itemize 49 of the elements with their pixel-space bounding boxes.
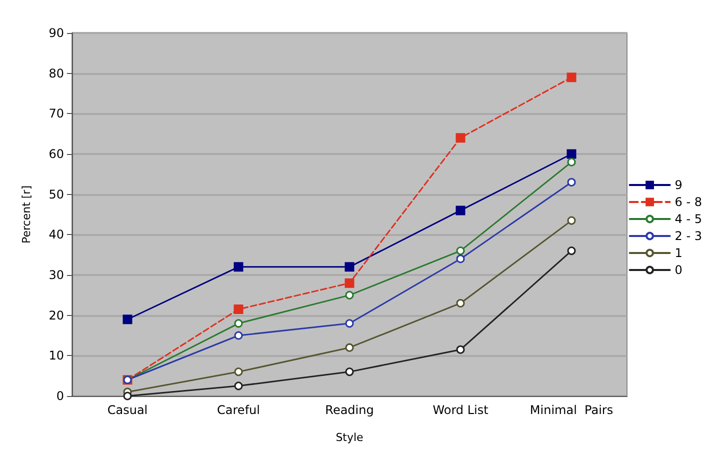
point	[345, 319, 354, 328]
point	[456, 206, 466, 216]
point	[567, 216, 576, 225]
y-tick-label: 10	[48, 348, 64, 363]
point	[234, 368, 243, 376]
legend-label: 9	[674, 178, 682, 192]
point	[345, 368, 354, 376]
point	[566, 149, 576, 159]
legend-label: 0	[674, 263, 682, 277]
point	[567, 246, 576, 256]
x-tick-label: Minimal Pairs	[530, 403, 614, 417]
legend-label: 2 - 3	[674, 229, 702, 243]
y-tick-label: 60	[48, 147, 64, 161]
point	[456, 254, 465, 264]
y-tick-label: 20	[48, 308, 64, 322]
point	[345, 290, 354, 300]
point	[123, 392, 132, 400]
y-tick-label: 90	[48, 26, 64, 40]
x-tick-label: Word List	[432, 403, 489, 417]
y-axis-title: Percent [r]	[20, 186, 33, 244]
legend-label: 4 - 5	[674, 212, 702, 226]
point	[456, 133, 466, 143]
legend-label: 6 - 8	[674, 195, 702, 209]
point	[456, 345, 465, 354]
point	[567, 178, 576, 186]
y-tick-label: 70	[48, 106, 64, 121]
x-tick-label: Reading	[325, 403, 374, 417]
x-tick-label: Casual	[107, 403, 148, 417]
y-tick-label: 50	[48, 187, 64, 202]
point	[234, 262, 244, 272]
y-tick-label: 80	[48, 66, 64, 80]
point	[234, 331, 243, 340]
point	[234, 304, 244, 314]
point	[567, 158, 576, 166]
point	[566, 72, 576, 82]
y-tick-label: 30	[48, 268, 64, 282]
point	[345, 343, 354, 352]
point	[344, 278, 354, 288]
x-tick-label: Careful	[217, 403, 260, 417]
point	[456, 246, 465, 256]
legend-label: 1	[674, 246, 682, 260]
point	[234, 382, 243, 390]
point	[234, 319, 243, 328]
point	[344, 262, 354, 272]
y-tick-label: 0	[56, 389, 64, 403]
point	[122, 314, 132, 324]
x-axis-title: Style	[336, 431, 364, 444]
y-tick-label: 40	[48, 228, 64, 242]
point	[456, 298, 465, 308]
